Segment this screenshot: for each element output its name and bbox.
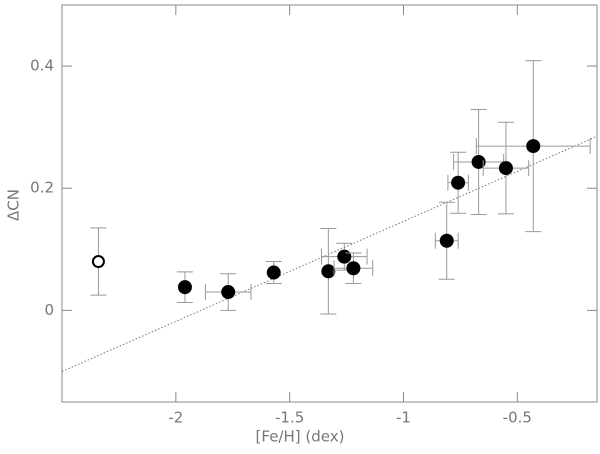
point <box>526 139 541 154</box>
point <box>498 161 513 176</box>
point <box>221 285 236 300</box>
plot-frame <box>61 4 598 403</box>
y-tick-label: 0 <box>44 301 54 319</box>
point <box>177 280 192 295</box>
fit-line <box>61 135 598 372</box>
x-tick-label: -1 <box>396 409 411 427</box>
point <box>471 154 486 169</box>
point <box>439 233 454 248</box>
point <box>266 265 281 280</box>
point <box>321 264 336 279</box>
point <box>346 261 361 276</box>
x-tick-label: -0.5 <box>503 409 532 427</box>
point <box>337 249 352 264</box>
y-tick-label: 0.4 <box>30 57 54 75</box>
y-axis-label: ΔCN <box>5 189 23 221</box>
x-tick-label: -2 <box>168 409 183 427</box>
x-axis-label: [Fe/H] (dex) <box>256 428 345 446</box>
x-tick-label: -1.5 <box>275 409 304 427</box>
point <box>451 175 466 190</box>
point <box>91 255 105 269</box>
y-tick-label: 0.2 <box>30 179 54 197</box>
